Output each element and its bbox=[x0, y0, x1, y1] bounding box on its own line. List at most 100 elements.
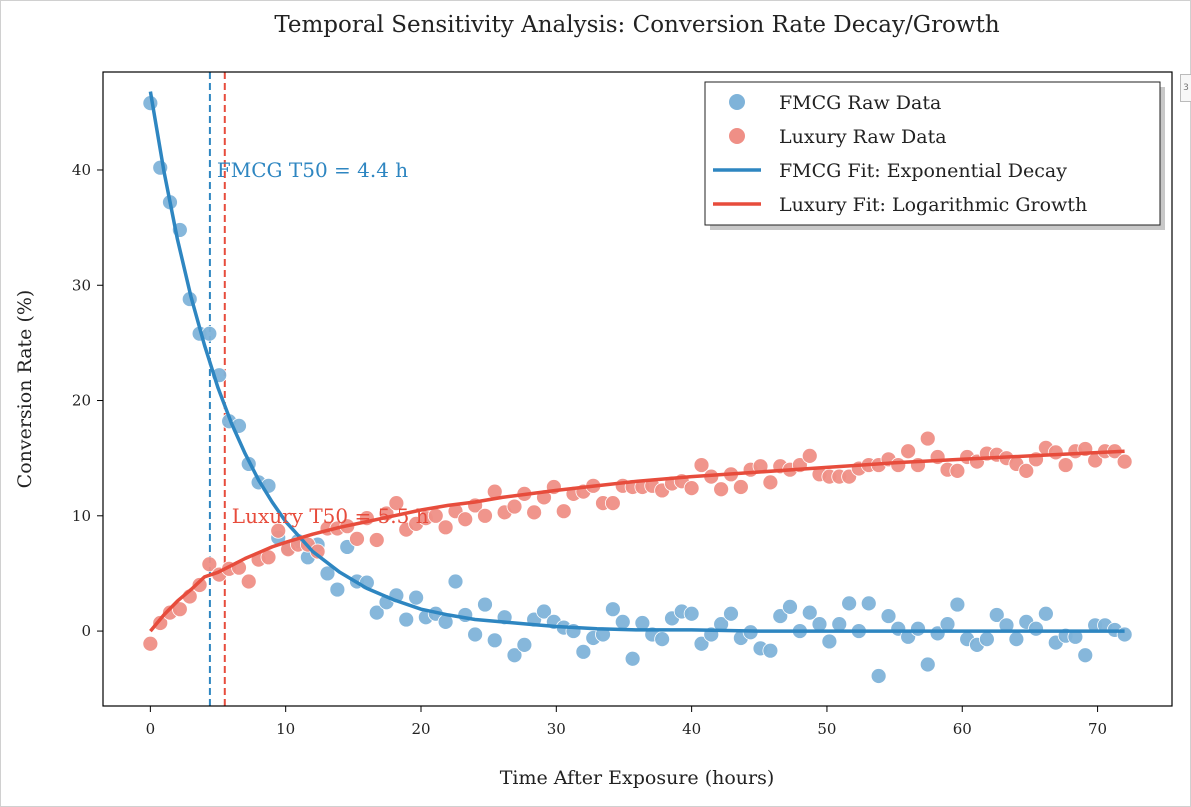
y-tick-label: 0 bbox=[81, 622, 91, 640]
fmcg-data-point bbox=[486, 632, 503, 649]
fmcg-fit-line bbox=[148, 91, 1125, 633]
fmcg-data-point bbox=[880, 608, 897, 624]
fmcg-data-point bbox=[801, 604, 818, 621]
fmcg-data-point bbox=[319, 565, 336, 582]
fmcg-data-point bbox=[654, 631, 671, 648]
fmcg-data-point bbox=[398, 611, 415, 628]
luxury-data-point bbox=[388, 495, 405, 512]
x-tick-label: 60 bbox=[953, 720, 972, 738]
fmcg-data-point bbox=[821, 633, 838, 650]
fmcg-data-point bbox=[782, 598, 798, 615]
fmcg-data-point bbox=[988, 607, 1005, 623]
y-tick-label: 40 bbox=[72, 161, 91, 179]
luxury-data-point bbox=[506, 498, 523, 515]
x-tick-label: 20 bbox=[411, 720, 430, 738]
fmcg-data-point bbox=[1037, 605, 1054, 622]
fmcg-data-point bbox=[1077, 647, 1094, 664]
luxury-data-point bbox=[457, 511, 474, 528]
x-axis: 0 10 20 30 40 50 60 70 bbox=[146, 706, 1107, 738]
fmcg-data-point bbox=[841, 595, 858, 612]
fmcg-data-point bbox=[1028, 620, 1044, 637]
fmcg-data-point bbox=[1067, 628, 1084, 645]
x-tick-label: 50 bbox=[817, 720, 836, 738]
fmcg-data-point bbox=[624, 650, 641, 667]
luxury-data-point bbox=[171, 601, 188, 618]
legend: FMCG Raw Data Luxury Raw Data FMCG Fit: Ex… bbox=[704, 81, 1165, 230]
luxury-data-point bbox=[890, 457, 907, 473]
fmcg-data-point bbox=[762, 642, 779, 659]
fmcg-data-point bbox=[919, 656, 936, 673]
x-axis-label: Time After Exposure (hours) bbox=[500, 767, 775, 789]
y-axis: 0 10 20 30 40 bbox=[72, 161, 103, 640]
luxury-data-point bbox=[1057, 457, 1074, 473]
luxury-data-point bbox=[526, 504, 543, 521]
x-tick-label: 40 bbox=[682, 720, 701, 738]
data-points bbox=[142, 95, 1133, 684]
x-tick-label: 70 bbox=[1088, 720, 1107, 738]
luxury-data-point bbox=[1047, 444, 1064, 461]
legend-label: Luxury Raw Data bbox=[779, 126, 947, 148]
fmcg-data-point bbox=[1008, 631, 1025, 648]
legend-label: FMCG Fit: Exponential Decay bbox=[779, 160, 1067, 182]
luxury-data-point bbox=[477, 507, 493, 524]
luxury-data-point bbox=[270, 522, 287, 539]
chart-title: Temporal Sensitivity Analysis: Conversio… bbox=[274, 12, 1000, 38]
fmcg-data-point bbox=[536, 603, 552, 620]
fmcg-data-point bbox=[447, 573, 464, 590]
fmcg-data-point bbox=[978, 631, 995, 648]
fmcg-t50-label: FMCG T50 = 4.4 h bbox=[217, 158, 408, 182]
fmcg-data-point bbox=[368, 604, 385, 621]
luxury-data-point bbox=[201, 556, 218, 573]
x-tick-label: 0 bbox=[146, 720, 156, 738]
fmcg-data-point bbox=[870, 668, 887, 684]
plot-frame bbox=[102, 71, 1173, 707]
luxury-data-point bbox=[762, 474, 779, 491]
fmcg-data-point bbox=[949, 596, 966, 613]
x-tick-label: 10 bbox=[276, 720, 295, 738]
fmcg-data-point bbox=[683, 605, 700, 622]
luxury-data-point bbox=[437, 519, 454, 536]
x-tick-label: 30 bbox=[547, 720, 566, 738]
luxury-data-point bbox=[142, 635, 159, 652]
y-axis-label: Conversion Rate (%) bbox=[14, 290, 36, 489]
luxury-data-point bbox=[949, 462, 966, 479]
luxury-data-point bbox=[368, 532, 385, 548]
luxury-data-point bbox=[349, 530, 365, 547]
fmcg-legend-marker bbox=[729, 94, 745, 110]
y-tick-label: 10 bbox=[72, 507, 91, 525]
fmcg-data-point bbox=[506, 647, 523, 664]
fmcg-data-point bbox=[723, 605, 739, 622]
fmcg-data-point bbox=[477, 596, 493, 613]
legend-box bbox=[704, 81, 1161, 226]
fmcg-data-point bbox=[329, 581, 346, 598]
luxury-t50-label: Luxury T50 = 5.5 h bbox=[232, 504, 429, 528]
fmcg-data-point bbox=[693, 635, 710, 652]
legend-label: FMCG Raw Data bbox=[779, 92, 941, 114]
luxury-data-point bbox=[713, 481, 730, 498]
luxury-data-point bbox=[240, 573, 257, 590]
luxury-data-point bbox=[604, 495, 621, 512]
fmcg-data-point bbox=[604, 601, 621, 618]
luxury-data-point bbox=[1018, 462, 1035, 479]
y-tick-label: 20 bbox=[72, 392, 91, 410]
luxury-data-point bbox=[683, 480, 700, 497]
luxury-legend-marker bbox=[729, 128, 745, 144]
luxury-fit-line bbox=[149, 449, 1125, 633]
fit-lines bbox=[148, 91, 1125, 633]
luxury-data-point bbox=[555, 503, 572, 520]
luxury-data-point bbox=[1116, 453, 1133, 470]
fmcg-data-point bbox=[408, 589, 425, 606]
side-panel-tab[interactable]: 3 bbox=[1180, 74, 1191, 102]
fmcg-data-point bbox=[614, 613, 631, 630]
fmcg-data-point bbox=[467, 626, 484, 643]
luxury-data-point bbox=[191, 577, 208, 593]
luxury-data-point bbox=[919, 430, 936, 447]
legend-label: Luxury Fit: Logarithmic Growth bbox=[779, 194, 1087, 216]
fmcg-data-point bbox=[860, 595, 877, 612]
fmcg-data-point bbox=[910, 620, 926, 637]
luxury-data-point bbox=[693, 457, 710, 473]
luxury-data-point bbox=[801, 447, 818, 464]
luxury-data-point bbox=[900, 443, 917, 460]
y-tick-label: 30 bbox=[72, 276, 91, 294]
